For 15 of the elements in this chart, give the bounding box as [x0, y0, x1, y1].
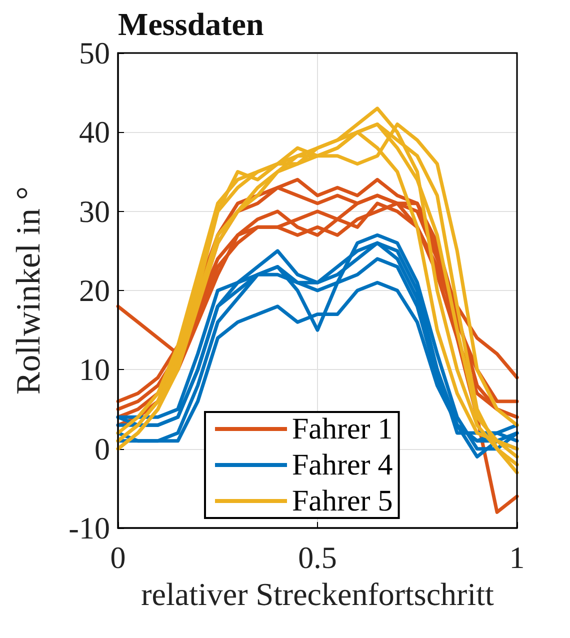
y-tick-label: 50 [79, 36, 110, 70]
legend-label: Fahrer 5 [292, 484, 393, 518]
y-axis-title: Rollwinkel in ° [10, 186, 48, 395]
y-tick-label: 30 [79, 194, 110, 229]
legend-label: Fahrer 1 [292, 412, 393, 446]
y-tick-label: 40 [79, 114, 110, 150]
chart-title: Messdaten [118, 6, 264, 42]
y-tick-label: 0 [94, 431, 110, 466]
y-tick-label: 10 [79, 352, 110, 388]
x-tick-label: 1 [509, 540, 525, 575]
x-tick-label: 0.5 [298, 540, 337, 575]
y-tick-label: -10 [68, 510, 110, 546]
y-tick-label: 20 [79, 273, 110, 308]
legend-label: Fahrer 4 [292, 448, 393, 482]
x-axis-title: relativer Streckenfortschritt [141, 576, 494, 612]
